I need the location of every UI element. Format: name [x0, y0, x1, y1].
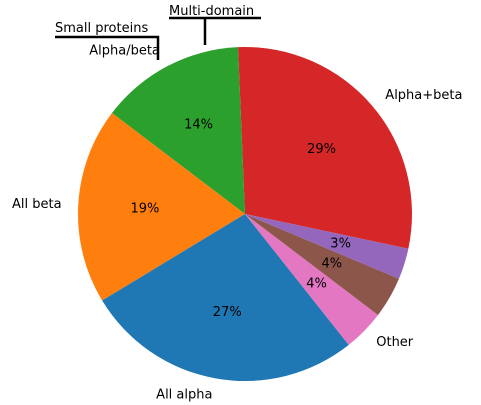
callout-line-small-proteins [55, 35, 160, 60]
slice-small-proteins [245, 214, 399, 315]
percent-label-alpha-beta: 14% [184, 118, 213, 133]
category-labels: Alpha+beta Alpha/beta All beta All alpha Oth… [12, 4, 462, 402]
callout-line-multi-domain [169, 16, 261, 45]
slice-alpha-beta [111, 47, 245, 215]
callout-lines [55, 16, 261, 60]
slice-all-alpha [102, 214, 349, 381]
category-label-all-alpha: All alpha [156, 387, 212, 402]
category-label-other: Other [376, 335, 414, 350]
slice-alpha-beta [238, 47, 412, 249]
category-label-multi-domain: Multi-domain [169, 4, 254, 19]
percent-label-all-alpha: 27% [213, 305, 242, 320]
percent-label-small-proteins: 4% [321, 257, 342, 272]
percent-label-alpha-beta: 29% [307, 142, 336, 157]
category-label-alpha-beta: Alpha+beta [385, 88, 462, 103]
slice-all-beta [77, 113, 245, 301]
category-label-small-proteins: Small proteins [55, 21, 148, 36]
slice-other [245, 214, 379, 345]
category-label-all-beta: All beta [12, 197, 62, 212]
category-label-alpha-beta: Alpha/beta [89, 44, 160, 59]
pie-slices [77, 47, 412, 381]
percent-label-other: 4% [306, 277, 327, 292]
slice-multi-domain [245, 214, 409, 279]
percent-label-multi-domain: 3% [330, 236, 351, 251]
percent-label-all-beta: 19% [130, 201, 159, 216]
percentage-labels: 29% 14% 19% 27% 4% 4% 3% [130, 118, 350, 320]
